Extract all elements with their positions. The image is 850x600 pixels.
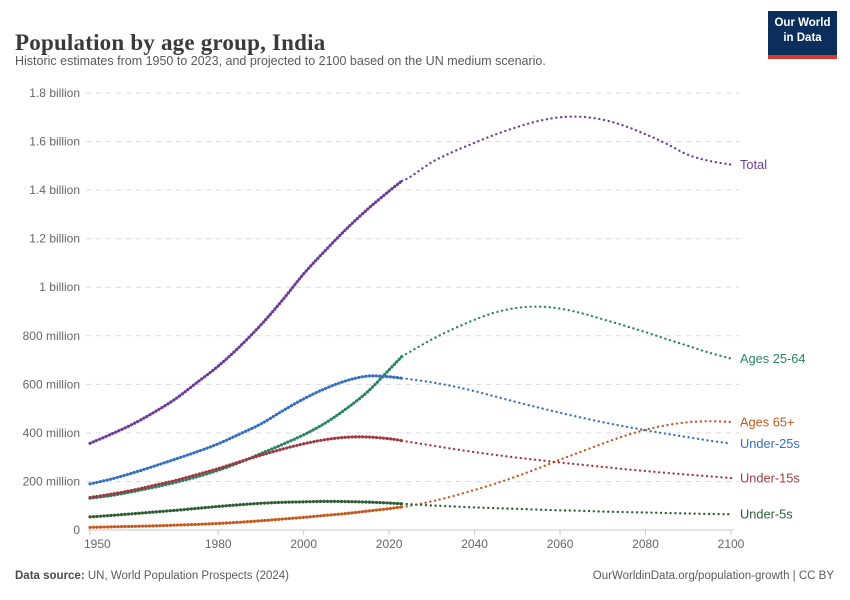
x-tick-label: 2020 [376,537,403,551]
x-tick-label: 2040 [461,537,488,551]
series-label-under-5s[interactable]: Under-5s [740,507,793,522]
owid-logo[interactable]: Our World in Data [768,11,837,59]
data-source-note: Data source: UN, World Population Prospe… [15,570,289,582]
x-tick-label: 1980 [205,537,232,551]
x-tick-label: 2060 [547,537,574,551]
series-path-ages-25-64-projected[interactable] [400,305,733,360]
series-label-ages-25-64[interactable]: Ages 25-64 [740,351,805,366]
series-path-total-historic-dots [88,179,404,445]
series-path-ages-65-historic-dots [88,505,404,529]
footer-citation-link[interactable]: OurWorldinData.org/population-growth | C… [592,570,834,582]
series-path-under-15s-projected[interactable] [400,439,733,480]
data-source-label: Data source: [15,570,85,582]
series-path-under-5s-historic-dots [88,499,404,519]
x-tick-label: 2080 [632,537,659,551]
series-path-ages-65-historic[interactable] [89,506,403,529]
series-label-ages-65[interactable]: Ages 65+ [740,414,794,429]
series-path-ages-65-projected[interactable] [400,420,733,509]
y-tick-label: 600 million [23,377,80,391]
owid-logo-line2: in Data [783,31,822,44]
data-source-text: UN, World Population Prospects (2024) [84,570,289,582]
y-tick-label: 1.8 billion [29,86,80,100]
x-tick-label: 2000 [290,537,317,551]
y-tick-label: 1 billion [39,280,80,294]
y-tick-label: 0 [73,523,80,537]
y-tick-label: 400 million [23,426,80,440]
chart-subtitle: Historic estimates from 1950 to 2023, an… [15,54,546,68]
x-tick-label: 1950 [84,537,111,551]
series-path-under-5s-projected[interactable] [400,502,733,516]
y-tick-label: 1.6 billion [29,135,80,149]
series-label-under-15s[interactable]: Under-15s [740,471,800,486]
y-tick-label: 200 million [23,474,80,488]
x-tick-label: 2100 [718,537,745,551]
y-tick-label: 1.4 billion [29,183,80,197]
series-label-total[interactable]: Total [740,157,767,172]
series-path-under-25s-historic-dots [88,374,404,486]
y-tick-label: 1.2 billion [29,232,80,246]
series-path-under-25s-projected[interactable] [400,377,733,445]
series-label-under-25s[interactable]: Under-25s [740,436,800,451]
series-path-total-projected[interactable] [400,115,733,183]
series-path-under-15s-historic-dots [88,435,404,500]
y-tick-label: 800 million [23,329,80,343]
owid-logo-line1: Our World [774,17,831,29]
page-title: Population by age group, India [15,30,326,56]
